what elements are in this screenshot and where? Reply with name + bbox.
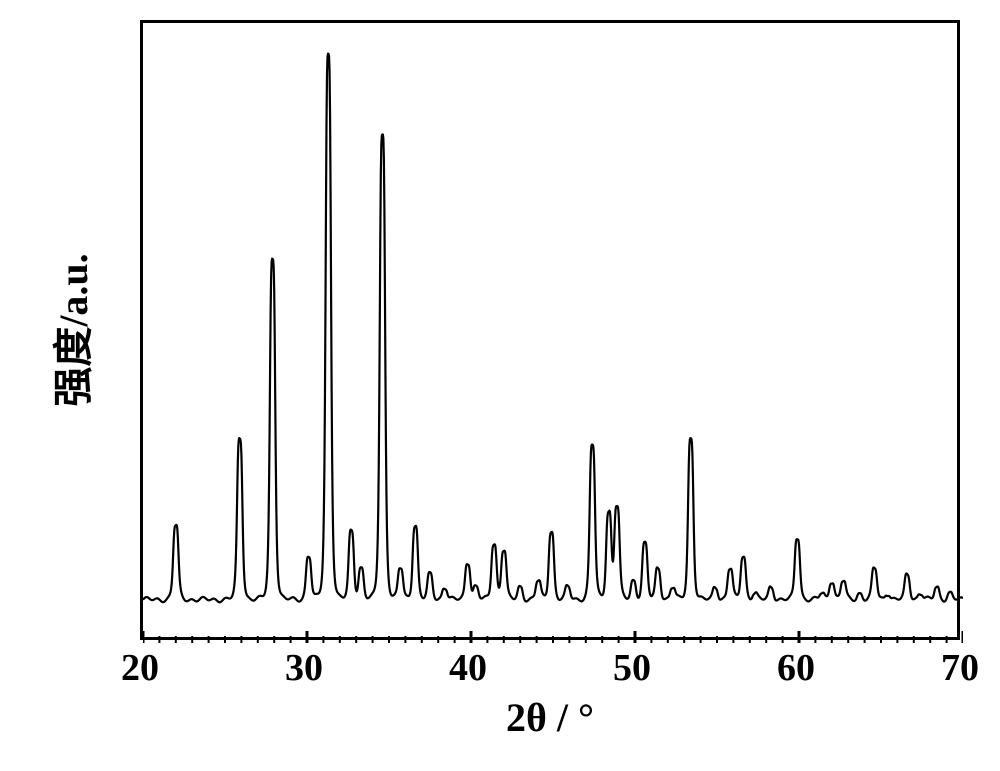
- x-tick-label: 20: [121, 646, 159, 690]
- x-tick-label: 60: [777, 646, 815, 690]
- x-tick-label: 30: [285, 646, 323, 690]
- x-tick-label: 50: [613, 646, 651, 690]
- xrd-figure: 20 30 40 50 60 70 2θ / ° 强度/a.u.: [0, 0, 1000, 771]
- xrd-line-plot: [143, 23, 963, 643]
- x-axis-title: 2θ / °: [506, 694, 594, 741]
- x-ticks: [143, 631, 963, 643]
- x-tick-label: 40: [449, 646, 487, 690]
- xrd-spectrum-line: [143, 54, 963, 603]
- x-tick-label: 70: [941, 646, 979, 690]
- y-axis-title: 强度/a.u.: [41, 253, 99, 406]
- plot-area: [140, 20, 960, 640]
